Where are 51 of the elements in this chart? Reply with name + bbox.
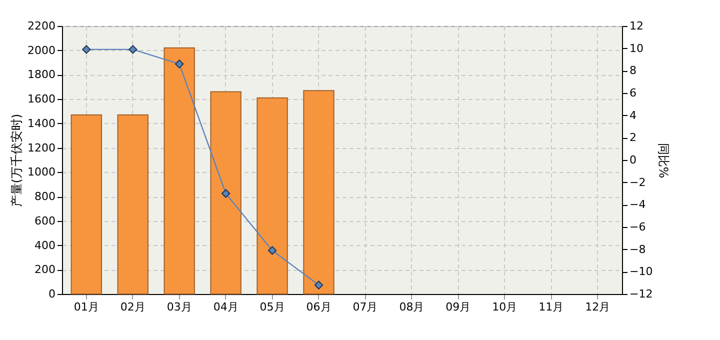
x-tick-label: 01月 xyxy=(74,300,99,314)
y-tick-label: 0 xyxy=(48,288,56,300)
bar xyxy=(117,114,148,294)
y2-tick-label: 12 xyxy=(630,20,644,32)
point xyxy=(314,280,324,290)
y-tick-label: 200 xyxy=(34,263,56,276)
x-tick-label: 11月 xyxy=(538,300,564,314)
y2-tick-label: −12 xyxy=(630,288,653,300)
y2-tick-label: −2 xyxy=(630,176,646,189)
point xyxy=(268,246,277,255)
y2-tick-label: −10 xyxy=(630,265,653,278)
y2-tick-label: −6 xyxy=(630,220,646,234)
y-tick-label: 800 xyxy=(34,190,56,204)
y-tick-label: 1200 xyxy=(28,141,56,154)
point xyxy=(128,45,138,54)
y-tick-label: 400 xyxy=(34,238,56,252)
y-tick-label: 1000 xyxy=(28,166,56,179)
bar xyxy=(70,114,102,294)
y2-tick-label: 4 xyxy=(630,108,636,122)
x-tick-label: 05月 xyxy=(260,300,285,314)
x-tick-label: 02月 xyxy=(120,300,146,314)
bar xyxy=(256,97,288,294)
y-tick-label: 1400 xyxy=(28,116,56,130)
x-tick-label: 03月 xyxy=(166,300,192,314)
y2-axis-title: 同比% xyxy=(656,142,671,178)
y-axis-title: 产量(万千伏安时) xyxy=(10,114,24,208)
x-tick-label: 06月 xyxy=(306,300,332,314)
y2-tick-label: 10 xyxy=(630,42,644,55)
y-tick-label: 2000 xyxy=(28,44,56,57)
y2-tick-label: 2 xyxy=(630,131,636,144)
x-tick-label: 12月 xyxy=(585,300,610,314)
point xyxy=(82,45,91,54)
y2-tick-label: −4 xyxy=(630,198,646,212)
y2-tick-label: 0 xyxy=(630,154,636,166)
y-tick-label: 1600 xyxy=(28,92,56,106)
y2-tick-label: 6 xyxy=(630,86,636,100)
y-tick-label: 2200 xyxy=(28,20,56,32)
bar xyxy=(210,91,242,294)
y2-tick-label: 8 xyxy=(630,64,636,78)
x-tick-label: 10月 xyxy=(492,300,518,314)
bar xyxy=(303,90,334,294)
x-tick-label: 09月 xyxy=(446,300,471,314)
y-tick-label: 600 xyxy=(34,214,56,228)
x-tick-label: 08月 xyxy=(399,300,424,314)
y2-tick-label: −8 xyxy=(630,242,646,256)
point xyxy=(221,189,230,198)
y-tick-label: 1800 xyxy=(28,68,56,82)
bar xyxy=(164,47,195,294)
x-tick-label: 04月 xyxy=(213,300,238,314)
point xyxy=(174,60,184,68)
x-tick-label: 07月 xyxy=(352,300,378,314)
